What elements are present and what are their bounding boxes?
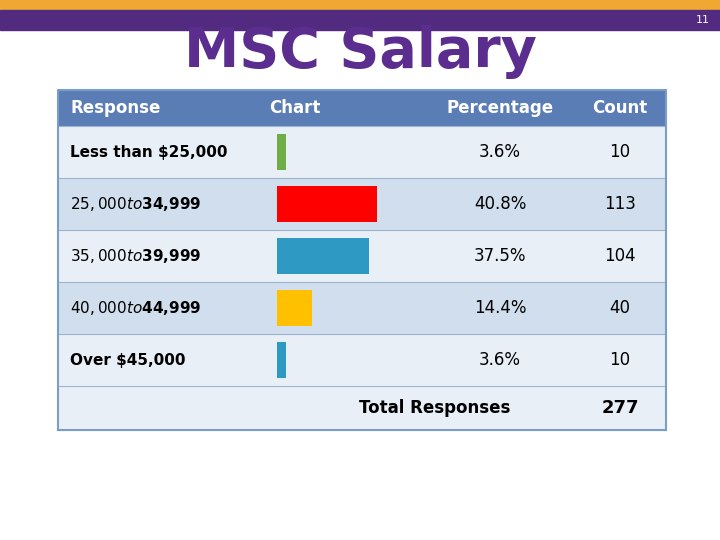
Text: MSC Salary: MSC Salary bbox=[184, 25, 536, 79]
Text: Chart: Chart bbox=[269, 99, 320, 117]
Bar bbox=[277, 238, 369, 274]
Text: 113: 113 bbox=[604, 195, 636, 213]
Text: 3.6%: 3.6% bbox=[479, 351, 521, 369]
Bar bbox=[0, 10, 720, 30]
Text: 277: 277 bbox=[601, 399, 639, 417]
Text: 3.6%: 3.6% bbox=[479, 143, 521, 161]
Text: 10: 10 bbox=[609, 351, 631, 369]
Bar bbox=[58, 90, 666, 126]
Text: 37.5%: 37.5% bbox=[474, 247, 526, 265]
Bar bbox=[58, 386, 666, 430]
Text: $40,000 to $44,999: $40,000 to $44,999 bbox=[70, 299, 202, 317]
Text: Over $45,000: Over $45,000 bbox=[70, 353, 186, 368]
Text: Count: Count bbox=[593, 99, 647, 117]
Text: Percentage: Percentage bbox=[446, 99, 554, 117]
Bar bbox=[277, 186, 377, 222]
Bar bbox=[277, 291, 312, 326]
Bar bbox=[58, 126, 666, 178]
Text: Total Responses: Total Responses bbox=[359, 399, 510, 417]
Text: 40.8%: 40.8% bbox=[474, 195, 526, 213]
Bar bbox=[58, 178, 666, 230]
Bar bbox=[58, 334, 666, 386]
Bar bbox=[58, 282, 666, 334]
Text: 11: 11 bbox=[696, 15, 710, 25]
Text: Response: Response bbox=[70, 99, 161, 117]
Text: 10: 10 bbox=[609, 143, 631, 161]
Bar bbox=[58, 230, 666, 282]
Bar bbox=[277, 134, 286, 170]
Text: 40: 40 bbox=[610, 299, 631, 317]
Bar bbox=[0, 0, 720, 10]
Text: Less than $25,000: Less than $25,000 bbox=[70, 145, 228, 159]
Text: 104: 104 bbox=[604, 247, 636, 265]
Bar bbox=[58, 90, 666, 430]
Text: $35,000 to $39,999: $35,000 to $39,999 bbox=[70, 247, 202, 265]
Text: $25,000 to $34,999: $25,000 to $34,999 bbox=[70, 195, 202, 213]
Bar bbox=[277, 342, 286, 377]
Text: 14.4%: 14.4% bbox=[474, 299, 526, 317]
